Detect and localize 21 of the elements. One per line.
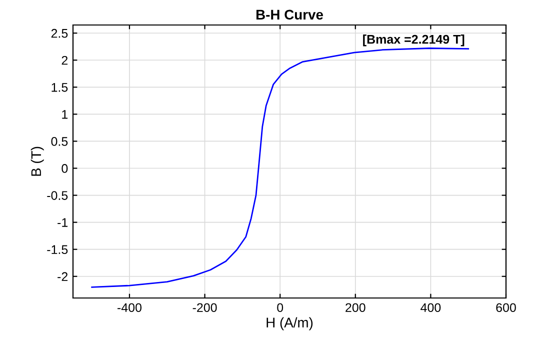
- y-tick-label: 0.5: [51, 137, 68, 146]
- x-tick-label: 200: [346, 303, 366, 312]
- y-tick-label: 0: [62, 164, 68, 173]
- y-axis-title: B (T): [30, 146, 44, 176]
- y-tick-label: -0.5: [47, 191, 68, 200]
- y-tick-label: -1: [58, 218, 68, 227]
- chart-title: B-H Curve: [256, 10, 323, 20]
- line-series: [91, 48, 470, 288]
- y-tick-label: 1: [62, 110, 68, 119]
- x-tick-label: 400: [420, 303, 441, 312]
- y-tick-label: 1.5: [52, 83, 68, 92]
- x-tick-label: -400: [118, 303, 142, 312]
- x-axis-title: H (A/m): [266, 317, 313, 330]
- y-tick-label: 2.5: [51, 28, 68, 38]
- y-tick-label: -2: [58, 272, 68, 281]
- x-tick-label: 600: [496, 303, 516, 312]
- y-tick-label: 2: [62, 56, 68, 65]
- y-tick-label: -1.5: [47, 245, 68, 254]
- annotation: [Bmax =2.2149 T]: [363, 34, 464, 46]
- x-tick-label: -200: [192, 303, 217, 312]
- x-tick-label: 0: [277, 303, 284, 312]
